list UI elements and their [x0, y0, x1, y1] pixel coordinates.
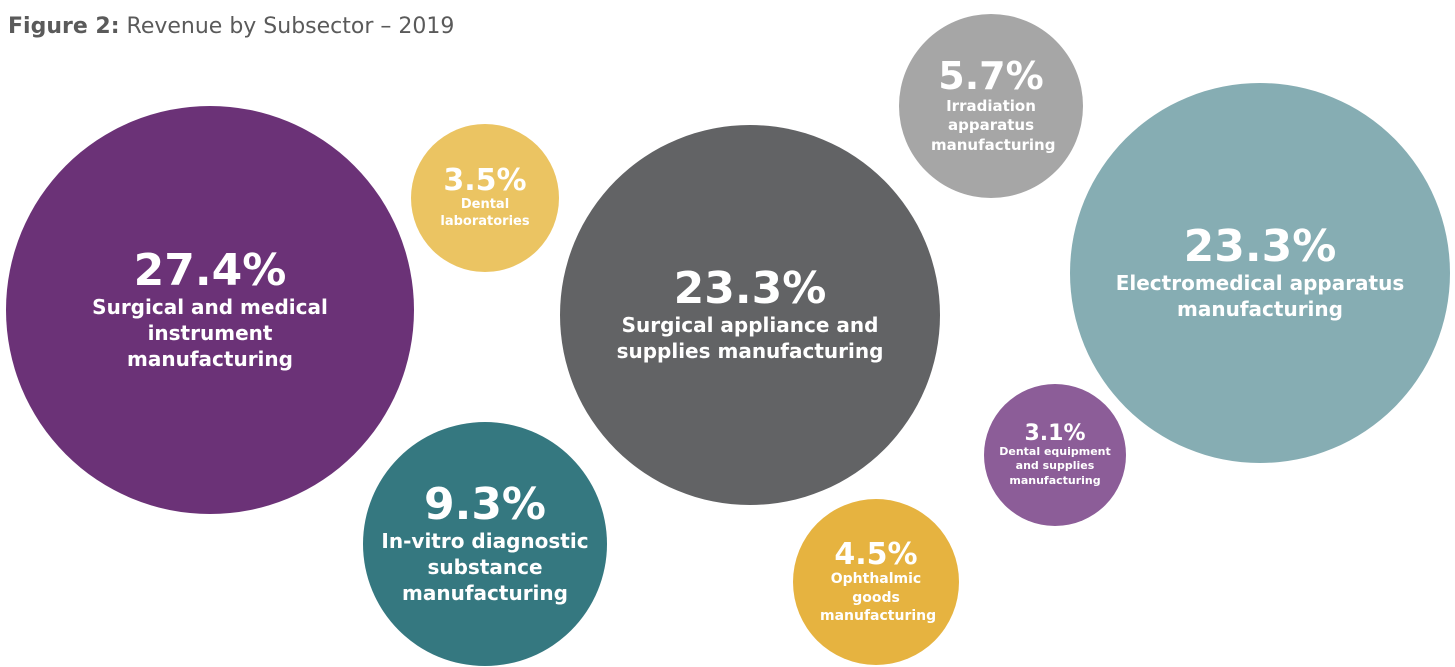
- bubble-label: Dental equipment and supplies manufactur…: [999, 445, 1111, 487]
- bubble-surgical-medical-instrument: 27.4% Surgical and medical instrument ma…: [6, 106, 414, 514]
- bubble-value: 4.5%: [834, 536, 918, 572]
- bubble-in-vitro-diagnostic: 9.3% In-vitro diagnostic substance manuf…: [363, 422, 607, 666]
- figure-title: Figure 2: Revenue by Subsector – 2019: [8, 14, 454, 39]
- bubble-surgical-appliance-supplies: 23.3% Surgical appliance and supplies ma…: [560, 125, 940, 505]
- bubble-label: Surgical appliance and supplies manufact…: [616, 313, 884, 364]
- bubble-value: 27.4%: [133, 244, 287, 296]
- bubble-value: 23.3%: [673, 262, 827, 314]
- bubble-value: 23.3%: [1183, 220, 1337, 272]
- bubble-label: Dental laboratories: [440, 196, 530, 229]
- bubble-value: 3.1%: [1024, 421, 1086, 446]
- bubble-electromedical-apparatus: 23.3% Electromedical apparatus manufactu…: [1070, 83, 1450, 463]
- bubble-label: Ophthalmic goods manufacturing: [820, 571, 937, 624]
- bubble-dental-equipment-supplies: 3.1% Dental equipment and supplies manuf…: [984, 384, 1126, 526]
- bubble-label: Irradiation apparatus manufacturing: [931, 96, 1056, 154]
- bubble-dental-laboratories: 3.5% Dental laboratories: [411, 124, 559, 272]
- bubble-irradiation-apparatus: 5.7% Irradiation apparatus manufacturing: [899, 14, 1083, 198]
- bubble-value: 3.5%: [443, 163, 527, 199]
- bubble-value: 5.7%: [938, 53, 1044, 98]
- figure-label: Figure 2:: [8, 14, 120, 39]
- bubble-label: Electromedical apparatus manufacturing: [1115, 271, 1405, 322]
- figure-title-text: Revenue by Subsector – 2019: [126, 14, 455, 39]
- bubble-value: 9.3%: [423, 478, 547, 530]
- bubble-label: Surgical and medical instrument manufact…: [92, 295, 328, 372]
- bubble-ophthalmic-goods: 4.5% Ophthalmic goods manufacturing: [793, 499, 959, 665]
- bubble-label: In-vitro diagnostic substance manufactur…: [381, 529, 589, 606]
